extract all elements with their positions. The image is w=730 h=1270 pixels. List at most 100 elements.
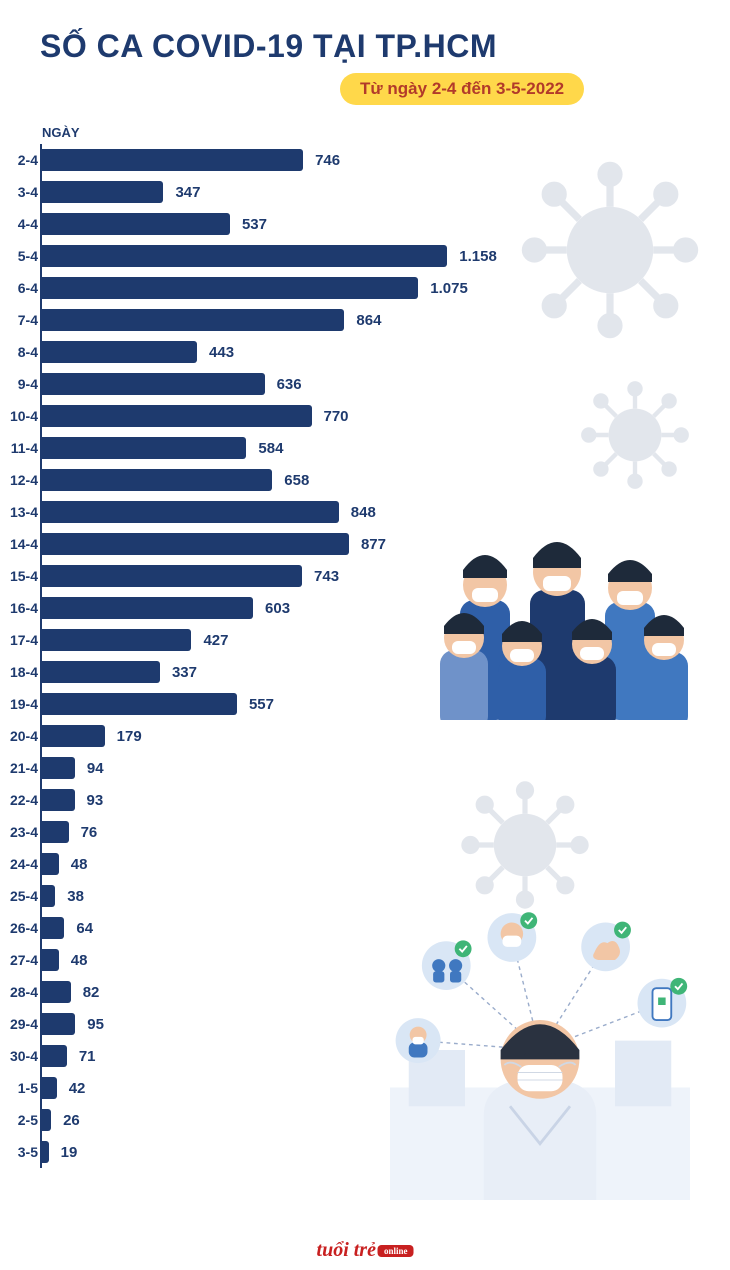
value-label: 636: [277, 376, 302, 393]
value-label: 603: [265, 600, 290, 617]
bar: [42, 437, 246, 459]
day-label: 1-5: [0, 1080, 38, 1096]
bar: [42, 149, 303, 171]
day-label: 9-4: [0, 376, 38, 392]
day-label: 15-4: [0, 568, 38, 584]
day-label: 21-4: [0, 760, 38, 776]
value-label: 179: [117, 728, 142, 745]
day-label: 25-4: [0, 888, 38, 904]
day-label: 2-5: [0, 1112, 38, 1128]
value-label: 877: [361, 536, 386, 553]
bar: [42, 661, 160, 683]
value-label: 658: [284, 472, 309, 489]
value-label: 26: [63, 1112, 80, 1129]
chart-row: 23-476: [42, 816, 680, 848]
chart-row: 22-493: [42, 784, 680, 816]
chart-row: 24-448: [42, 848, 680, 880]
chart-row: 2-526: [42, 1104, 680, 1136]
value-label: 1.075: [430, 280, 468, 297]
bar: [42, 1077, 57, 1099]
chart-row: 1-542: [42, 1072, 680, 1104]
value-label: 537: [242, 216, 267, 233]
chart-row: 4-4537: [42, 208, 680, 240]
chart-row: 27-448: [42, 944, 680, 976]
value-label: 864: [356, 312, 381, 329]
bar: [42, 1141, 49, 1163]
chart-row: 8-4443: [42, 336, 680, 368]
chart-row: 12-4658: [42, 464, 680, 496]
value-label: 848: [351, 504, 376, 521]
chart-row: 29-495: [42, 1008, 680, 1040]
value-label: 557: [249, 696, 274, 713]
chart-row: 11-4584: [42, 432, 680, 464]
bar: [42, 309, 344, 331]
day-label: 4-4: [0, 216, 38, 232]
value-label: 93: [87, 792, 104, 809]
bar: [42, 757, 75, 779]
bar: [42, 789, 75, 811]
day-label: 18-4: [0, 664, 38, 680]
value-label: 19: [61, 1144, 78, 1161]
bar: [42, 821, 69, 843]
bar: [42, 949, 59, 971]
bar: [42, 469, 272, 491]
bar: [42, 565, 302, 587]
day-label: 17-4: [0, 632, 38, 648]
bar: [42, 373, 265, 395]
value-label: 42: [69, 1080, 86, 1097]
day-label: 6-4: [0, 280, 38, 296]
bar: [42, 1109, 51, 1131]
day-label: 24-4: [0, 856, 38, 872]
chart-row: 6-41.075: [42, 272, 680, 304]
day-label: 7-4: [0, 312, 38, 328]
chart-row: 17-4427: [42, 624, 680, 656]
chart-row: 20-4179: [42, 720, 680, 752]
brand-logo: tuổi trẻonline: [317, 1239, 414, 1262]
value-label: 443: [209, 344, 234, 361]
chart-row: 14-4877: [42, 528, 680, 560]
bar: [42, 629, 191, 651]
day-label: 8-4: [0, 344, 38, 360]
bar: [42, 917, 64, 939]
value-label: 427: [203, 632, 228, 649]
day-label: 29-4: [0, 1016, 38, 1032]
day-label: 3-4: [0, 184, 38, 200]
chart-row: 10-4770: [42, 400, 680, 432]
bar: [42, 213, 230, 235]
bar: [42, 885, 55, 907]
chart-row: 21-494: [42, 752, 680, 784]
value-label: 38: [67, 888, 84, 905]
header: SỐ CA COVID-19 TẠI TP.HCM Từ ngày 2-4 đế…: [0, 0, 730, 115]
bar: [42, 181, 163, 203]
date-range-pill: Từ ngày 2-4 đến 3-5-2022: [340, 73, 584, 105]
brand-tag: online: [378, 1245, 414, 1257]
value-label: 76: [81, 824, 98, 841]
bar: [42, 277, 418, 299]
chart-row: 15-4743: [42, 560, 680, 592]
chart-row: 3-519: [42, 1136, 680, 1168]
bar: [42, 853, 59, 875]
chart-row: 2-4746: [42, 144, 680, 176]
day-label: 13-4: [0, 504, 38, 520]
day-label: 28-4: [0, 984, 38, 1000]
day-label: 10-4: [0, 408, 38, 424]
day-label: 3-5: [0, 1144, 38, 1160]
bar: [42, 693, 237, 715]
chart-row: 9-4636: [42, 368, 680, 400]
day-label: 22-4: [0, 792, 38, 808]
value-label: 347: [175, 184, 200, 201]
value-label: 770: [324, 408, 349, 425]
day-label: 14-4: [0, 536, 38, 552]
chart-row: 19-4557: [42, 688, 680, 720]
day-label: 12-4: [0, 472, 38, 488]
value-label: 1.158: [459, 248, 497, 265]
value-label: 71: [79, 1048, 96, 1065]
bar: [42, 1013, 75, 1035]
bar-chart: 2-47463-43474-45375-41.1586-41.0757-4864…: [40, 144, 680, 1168]
chart-row: 26-464: [42, 912, 680, 944]
value-label: 48: [71, 952, 88, 969]
day-label: 11-4: [0, 440, 38, 456]
day-label: 5-4: [0, 248, 38, 264]
chart-row: 30-471: [42, 1040, 680, 1072]
brand-text: tuổi trẻ: [317, 1239, 376, 1261]
